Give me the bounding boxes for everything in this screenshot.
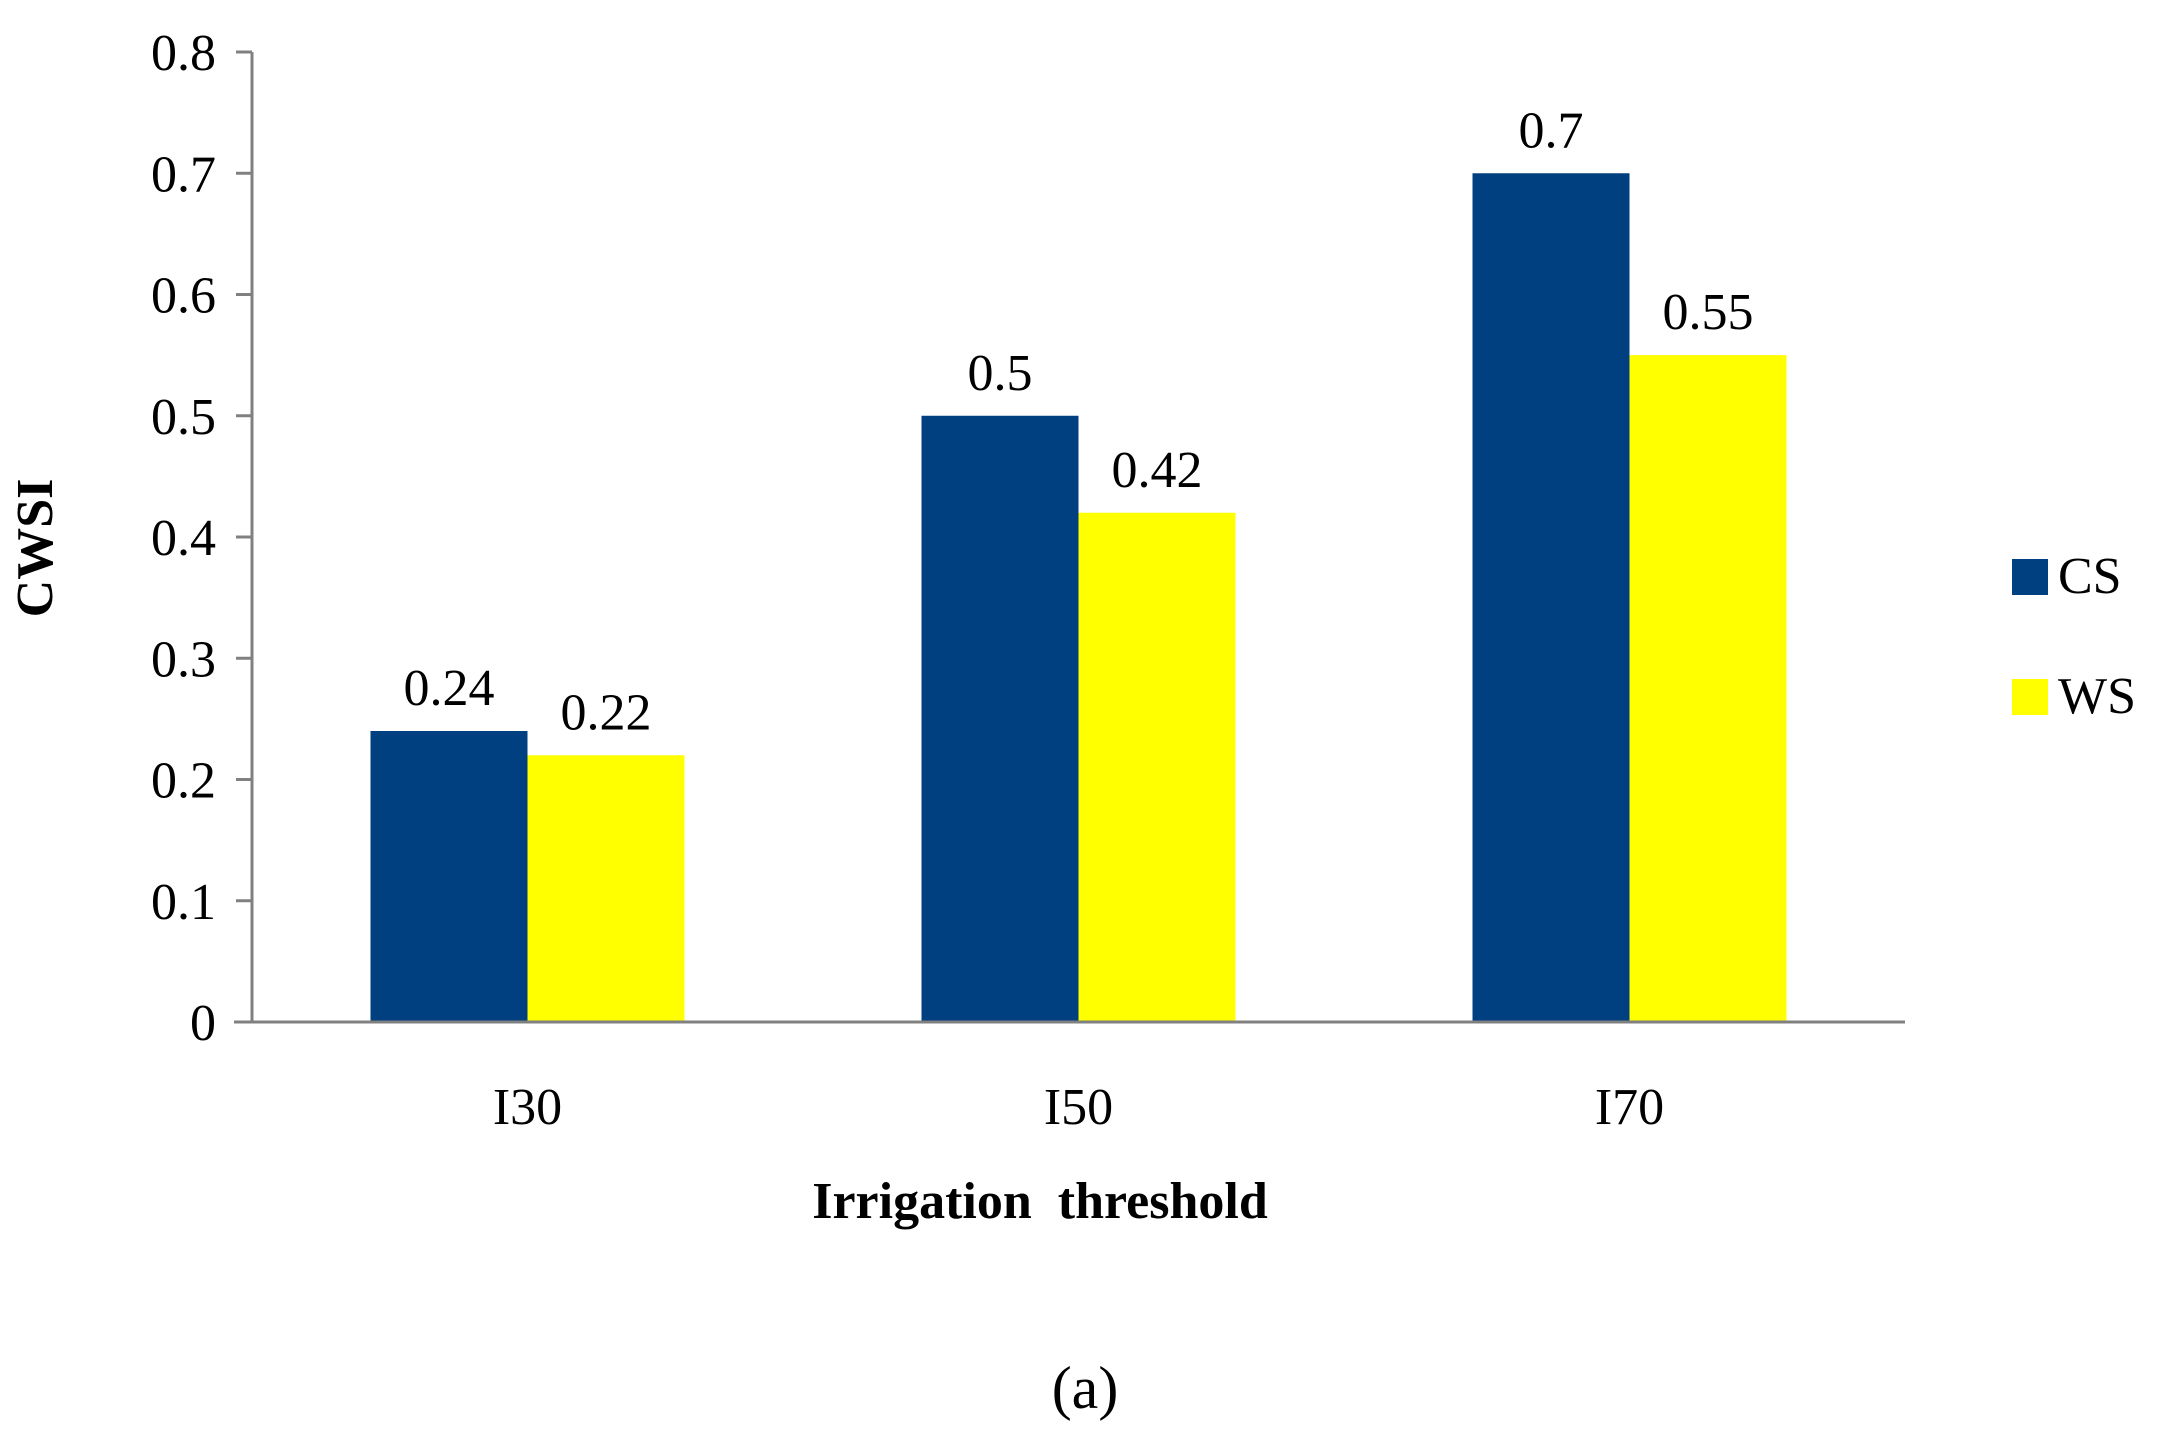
data-labels: 0.24 0.22 0.5 0.42 0.7 0.55 xyxy=(404,102,1754,741)
data-label: 0.7 xyxy=(1519,102,1584,159)
data-label: 0.55 xyxy=(1663,284,1754,341)
bars xyxy=(370,173,1787,1022)
x-axis-categories: I30 I50 I70 xyxy=(493,1079,1664,1136)
legend-swatch-cs xyxy=(2012,559,2048,595)
x-axis-title: Irrigation threshold xyxy=(812,1173,1268,1230)
bar-cs-i70 xyxy=(1472,173,1630,1022)
legend: CS WS xyxy=(2012,548,2136,725)
legend-label-cs: CS xyxy=(2058,548,2122,605)
bar-ws-i30 xyxy=(527,755,685,1022)
y-tick-label: 0.1 xyxy=(151,874,216,931)
bar-cs-i30 xyxy=(370,731,528,1022)
y-tick-label: 0.7 xyxy=(151,146,216,203)
y-tick-label: 0 xyxy=(190,995,216,1052)
data-label: 0.22 xyxy=(561,684,652,741)
bar-ws-i50 xyxy=(1078,512,1236,1022)
y-tick-label: 0.4 xyxy=(151,510,216,567)
panel-label: (a) xyxy=(1052,1355,1119,1421)
bar-ws-i70 xyxy=(1629,355,1787,1022)
data-label: 0.5 xyxy=(968,345,1033,402)
data-label: 0.42 xyxy=(1112,442,1203,499)
y-tick-label: 0.8 xyxy=(151,25,216,82)
x-category-label: I50 xyxy=(1044,1079,1113,1136)
x-category-label: I30 xyxy=(493,1079,562,1136)
bar-cs-i50 xyxy=(921,415,1079,1022)
y-tick-label: 0.2 xyxy=(151,753,216,810)
y-axis-ticks: 0 0.1 0.2 0.3 0.4 0.5 0.6 0.7 0.8 xyxy=(151,25,252,1052)
y-tick-label: 0.6 xyxy=(151,268,216,325)
legend-swatch-ws xyxy=(2012,679,2048,715)
data-label: 0.24 xyxy=(404,660,495,717)
legend-label-ws: WS xyxy=(2058,668,2136,725)
y-tick-label: 0.3 xyxy=(151,631,216,688)
y-axis-title: CWSI xyxy=(7,479,64,618)
y-tick-label: 0.5 xyxy=(151,389,216,446)
x-category-label: I70 xyxy=(1595,1079,1664,1136)
